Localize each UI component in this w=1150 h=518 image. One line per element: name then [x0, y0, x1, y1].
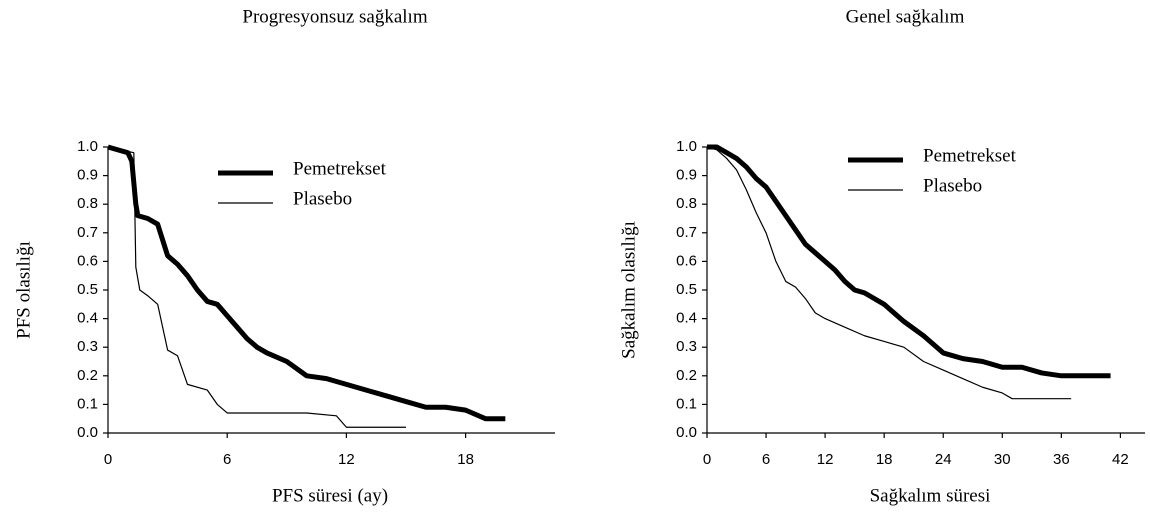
legend-label: Pemetrekset — [923, 145, 1017, 166]
survival-curve — [706, 146, 1072, 400]
survival-curve — [107, 144, 506, 422]
survival-curve — [707, 144, 1111, 379]
y-axis-label: Sağkalım olasılığı — [618, 221, 639, 359]
x-tick-label: 6 — [762, 451, 770, 468]
y-tick-label: 0.8 — [676, 195, 697, 212]
y-tick-label: 0.1 — [676, 395, 697, 412]
x-tick-label: 6 — [223, 451, 231, 468]
y-tick-label: 0.3 — [676, 338, 697, 355]
y-tick-label: 0.8 — [77, 195, 98, 212]
y-tick-label: 0.6 — [676, 252, 697, 269]
x-tick-label: 0 — [703, 451, 711, 468]
x-tick-label: 30 — [994, 451, 1011, 468]
legend-label: Pemetrekset — [293, 158, 387, 179]
y-tick-label: 0.1 — [77, 395, 98, 412]
y-tick-label: 1.0 — [77, 138, 98, 155]
legend-label: Plasebo — [293, 188, 352, 209]
x-tick-label: 42 — [1112, 451, 1129, 468]
y-tick-label: 0.9 — [77, 167, 98, 184]
x-tick-label: 24 — [935, 451, 952, 468]
survival-curve — [107, 146, 406, 428]
y-tick-label: 0.3 — [77, 338, 98, 355]
y-axis-label: PFS olasılığı — [13, 241, 34, 339]
x-axis-label: PFS süresi (ay) — [272, 485, 388, 506]
y-tick-label: 0.4 — [676, 310, 697, 327]
legend-label: Plasebo — [923, 175, 982, 196]
x-tick-label: 12 — [338, 451, 355, 468]
x-tick-label: 0 — [104, 451, 112, 468]
y-tick-label: 0.6 — [77, 252, 98, 269]
y-tick-label: 0.5 — [676, 281, 697, 298]
y-tick-label: 0.7 — [77, 224, 98, 241]
chart-title: Progresyonsuz sağkalım — [242, 6, 427, 27]
x-axis-label: Sağkalım süresi — [870, 485, 991, 506]
y-tick-label: 0.5 — [77, 281, 98, 298]
x-tick-label: 36 — [1053, 451, 1070, 468]
y-tick-label: 0.4 — [77, 310, 98, 327]
y-tick-label: 0.0 — [676, 424, 697, 441]
y-tick-label: 0.7 — [676, 224, 697, 241]
y-tick-label: 0.2 — [77, 367, 98, 384]
x-tick-label: 18 — [457, 451, 474, 468]
y-tick-label: 1.0 — [676, 138, 697, 155]
y-tick-label: 0.9 — [676, 167, 697, 184]
x-tick-label: 12 — [817, 451, 834, 468]
y-tick-label: 0.2 — [676, 367, 697, 384]
chart-title: Genel sağkalım — [846, 6, 965, 27]
x-tick-label: 18 — [876, 451, 893, 468]
y-tick-label: 0.0 — [77, 424, 98, 441]
